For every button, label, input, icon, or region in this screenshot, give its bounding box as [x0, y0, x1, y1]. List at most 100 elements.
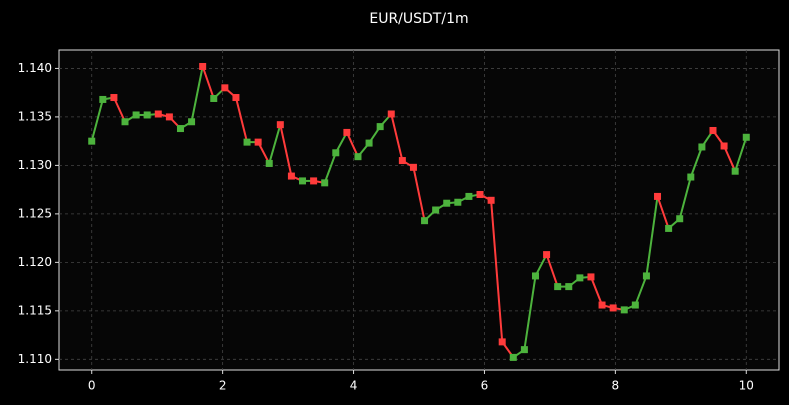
line-segment: [656, 196, 670, 229]
marker: [265, 159, 273, 167]
line-segment: [412, 167, 426, 221]
line-segment: [523, 275, 537, 350]
x-tick-label: 4: [350, 379, 358, 393]
y-tick-label: 1.140: [18, 61, 52, 75]
line-segment: [545, 254, 559, 287]
marker: [232, 94, 240, 102]
marker: [676, 215, 684, 223]
y-tick-label: 1.115: [18, 303, 52, 317]
marker: [698, 143, 706, 151]
line-segment: [634, 275, 648, 306]
marker: [299, 177, 307, 185]
marker: [620, 306, 628, 314]
marker: [709, 126, 717, 134]
marker: [188, 118, 196, 126]
marker: [554, 283, 562, 291]
marker: [631, 301, 639, 309]
marker: [287, 172, 295, 180]
line-segment: [279, 124, 293, 177]
marker: [598, 301, 606, 309]
marker: [742, 133, 750, 141]
line-segment: [113, 97, 126, 123]
marker: [543, 251, 551, 259]
y-tick-label: 1.130: [18, 158, 52, 172]
line-segment: [90, 99, 104, 142]
marker: [376, 123, 384, 131]
marker: [565, 283, 573, 291]
marker: [199, 62, 207, 70]
line-segment: [734, 136, 748, 172]
marker: [465, 192, 473, 200]
marker: [642, 272, 650, 280]
x-tick-label: 0: [88, 379, 96, 393]
marker: [498, 338, 506, 346]
marker: [321, 179, 329, 187]
line-segment: [689, 146, 703, 178]
marker: [409, 163, 417, 171]
line-segment: [390, 113, 404, 161]
plot-area: [58, 49, 780, 371]
marker: [687, 173, 695, 181]
marker: [421, 217, 429, 225]
marker: [720, 142, 728, 150]
marker: [454, 198, 462, 206]
marker: [665, 224, 673, 232]
marker: [165, 113, 173, 121]
line-segment: [190, 66, 204, 122]
marker: [276, 121, 284, 129]
line-segment: [590, 276, 603, 306]
marker: [654, 192, 662, 200]
line-segment: [345, 132, 359, 158]
marker: [254, 138, 262, 146]
marker: [143, 111, 151, 119]
marker: [387, 110, 395, 118]
marker: [587, 273, 595, 281]
marker: [210, 94, 218, 102]
y-tick-label: 1.120: [18, 255, 52, 269]
x-tick-label: 6: [481, 379, 489, 393]
line-segment: [723, 145, 737, 172]
marker: [731, 167, 739, 175]
line-segment: [257, 141, 271, 164]
x-tick-label: 8: [612, 379, 620, 393]
marker: [398, 157, 406, 165]
marker: [332, 149, 340, 157]
y-tick-label: 1.125: [18, 206, 52, 220]
marker: [443, 199, 451, 207]
line-segment: [234, 97, 249, 143]
y-tick-label: 1.110: [18, 352, 52, 366]
line-segment: [645, 196, 659, 277]
marker: [343, 128, 351, 136]
marker: [176, 125, 184, 133]
marker: [476, 190, 484, 198]
marker: [531, 272, 539, 280]
line-segment: [201, 66, 215, 99]
x-tick-label: 2: [219, 379, 227, 393]
marker: [609, 304, 617, 312]
marker: [243, 138, 251, 146]
marker: [132, 111, 140, 119]
marker: [520, 346, 528, 354]
marker: [432, 206, 440, 214]
marker: [99, 95, 107, 103]
marker: [509, 353, 517, 361]
marker: [221, 84, 229, 92]
marker: [487, 196, 495, 204]
line-segment: [323, 152, 337, 184]
x-tick-label: 10: [739, 379, 754, 393]
marker: [365, 139, 373, 147]
marker: [576, 274, 584, 282]
y-tick-label: 1.135: [18, 109, 52, 123]
marker: [154, 110, 162, 118]
line-segment: [268, 124, 282, 164]
marker: [88, 137, 96, 145]
chart-title: EUR/USDT/1m: [369, 11, 468, 27]
marker: [110, 94, 118, 102]
marker: [354, 153, 362, 161]
line-segment: [678, 176, 692, 219]
marker: [121, 118, 129, 126]
line-segment: [490, 200, 504, 342]
line-segment: [534, 254, 548, 277]
marker: [310, 177, 318, 185]
